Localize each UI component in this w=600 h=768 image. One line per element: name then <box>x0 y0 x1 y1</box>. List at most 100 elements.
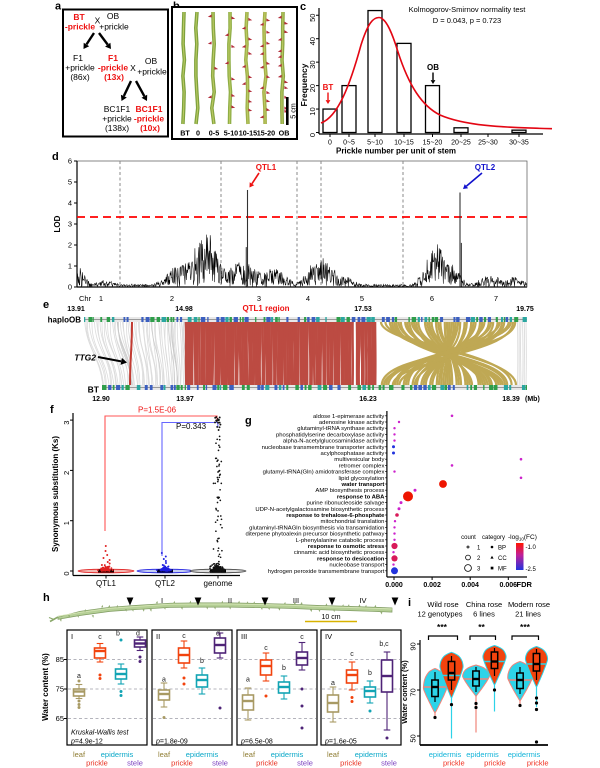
svg-text:AMP biosynthesis process: AMP biosynthesis process <box>315 488 384 494</box>
svg-text:13.97: 13.97 <box>176 396 194 403</box>
svg-text:Prickle number per unit of ste: Prickle number per unit of stem <box>336 147 456 156</box>
svg-text:2: 2 <box>68 241 72 250</box>
svg-text:30: 30 <box>308 60 317 68</box>
svg-text:P=0.343: P=0.343 <box>176 422 207 431</box>
svg-text:0: 0 <box>328 140 332 147</box>
svg-text:85: 85 <box>56 655 64 664</box>
svg-text:BT: BT <box>88 385 100 395</box>
svg-text:p=1.6e-05: p=1.6e-05 <box>324 739 357 746</box>
svg-text:5: 5 <box>360 294 364 303</box>
svg-text:+prickle: +prickle <box>65 63 95 73</box>
svg-text:19.75: 19.75 <box>516 306 534 313</box>
svg-text:QTL1 region: QTL1 region <box>242 304 289 313</box>
svg-text:c: c <box>98 634 102 641</box>
svg-text:nucleobase transmembrane trans: nucleobase transmembrane transporter act… <box>262 445 385 451</box>
svg-text:0.002: 0.002 <box>423 582 441 589</box>
svg-text:10-15: 10-15 <box>239 129 257 138</box>
svg-text:b: b <box>200 658 204 665</box>
svg-text:3: 3 <box>477 567 481 573</box>
svg-text:Chr: Chr <box>79 294 92 303</box>
svg-text:II: II <box>156 632 160 641</box>
svg-text:acylphosphatase activity: acylphosphatase activity <box>321 451 385 457</box>
svg-text:a: a <box>331 680 335 687</box>
svg-text:F1: F1 <box>108 53 118 63</box>
svg-text:b: b <box>282 665 286 672</box>
svg-text:alpha-N-acetylglucosaminidase: alpha-N-acetylglucosaminidase activity <box>283 439 385 445</box>
svg-text:d: d <box>136 631 140 638</box>
svg-text:+prickle: +prickle <box>99 22 129 32</box>
svg-text:i: i <box>408 597 411 609</box>
svg-text:90: 90 <box>409 642 418 650</box>
svg-text:1: 1 <box>477 546 481 552</box>
svg-text:QTL2: QTL2 <box>155 579 176 588</box>
svg-text:+prickle: +prickle <box>137 67 167 77</box>
svg-text:18.39: 18.39 <box>502 396 520 403</box>
svg-text:nucleobase transport: nucleobase transport <box>329 563 384 569</box>
svg-text:BT: BT <box>180 129 190 138</box>
svg-text:Frequency: Frequency <box>299 63 309 106</box>
svg-text:15~20: 15~20 <box>423 140 443 147</box>
svg-text:b,c: b,c <box>379 641 389 648</box>
svg-text:2: 2 <box>62 471 71 475</box>
svg-text:leaf: leaf <box>243 750 256 759</box>
svg-text:a: a <box>55 1 62 13</box>
svg-text:0-5: 0-5 <box>209 129 219 138</box>
svg-text:20: 20 <box>308 84 317 92</box>
svg-text:stele: stele <box>381 759 397 768</box>
svg-text:50: 50 <box>308 14 317 22</box>
svg-text:b: b <box>368 670 372 677</box>
svg-text:0.006: 0.006 <box>500 582 518 589</box>
svg-text:leaf: leaf <box>158 750 171 759</box>
svg-text:prickle: prickle <box>340 759 362 768</box>
svg-text:Water content (%): Water content (%) <box>41 653 50 721</box>
svg-text:haploOB: haploOB <box>48 316 82 325</box>
svg-text:a: a <box>77 673 81 680</box>
svg-text:stele: stele <box>212 759 228 768</box>
svg-text:d: d <box>216 631 220 638</box>
svg-text:0: 0 <box>62 571 71 575</box>
svg-text:5~10: 5~10 <box>367 140 383 147</box>
svg-text:response to osmotic stress: response to osmotic stress <box>308 544 385 550</box>
svg-text:QTL1: QTL1 <box>96 579 117 588</box>
svg-text:c: c <box>300 1 306 13</box>
svg-text:0: 0 <box>68 283 72 292</box>
svg-text:BP: BP <box>498 546 506 552</box>
svg-text:stele: stele <box>297 759 313 768</box>
svg-text:leaf: leaf <box>73 750 86 759</box>
svg-text:3: 3 <box>257 294 261 303</box>
svg-text:II: II <box>228 596 232 605</box>
svg-text:(138x): (138x) <box>105 123 129 133</box>
svg-text:1: 1 <box>68 262 72 271</box>
svg-text:12 genotypes: 12 genotypes <box>417 610 462 619</box>
svg-text:13.91: 13.91 <box>67 306 85 313</box>
svg-text:12.90: 12.90 <box>92 396 110 403</box>
svg-text:30~35: 30~35 <box>509 140 529 147</box>
svg-text:LOD: LOD <box>53 215 62 232</box>
svg-text:L-phenylalanine catabolic proc: L-phenylalanine catabolic process <box>296 538 385 544</box>
svg-text:(Mb): (Mb) <box>525 396 540 403</box>
svg-text:70: 70 <box>409 688 418 696</box>
svg-text:F1: F1 <box>73 53 83 63</box>
svg-text:OB: OB <box>107 11 120 21</box>
svg-text:(13x): (13x) <box>104 72 124 82</box>
svg-text:lipid glycosylation: lipid glycosylation <box>339 476 385 482</box>
svg-text:6 lines: 6 lines <box>473 610 495 619</box>
svg-text:prickle: prickle <box>484 759 506 768</box>
svg-text:Modern rose: Modern rose <box>508 600 550 609</box>
svg-text:40: 40 <box>308 37 317 45</box>
svg-text:15-20: 15-20 <box>257 129 275 138</box>
svg-text:glutamyl-tRNA(Gln) amidotransf: glutamyl-tRNA(Gln) amidotransferase comp… <box>263 470 385 476</box>
svg-text:aldose 1-epimerase activity: aldose 1-epimerase activity <box>313 414 384 420</box>
svg-text:6: 6 <box>430 294 434 303</box>
svg-text:-2.5: -2.5 <box>526 567 537 573</box>
svg-text:prickle: prickle <box>443 759 465 768</box>
svg-text:c: c <box>182 633 186 640</box>
svg-text:epidermis: epidermis <box>271 750 304 759</box>
svg-text:16.23: 16.23 <box>359 396 377 403</box>
svg-text:d: d <box>52 151 59 163</box>
svg-text:BC1F1: BC1F1 <box>136 104 163 114</box>
svg-text:Synonymous substitution (Ks): Synonymous substitution (Ks) <box>51 436 60 552</box>
svg-text:5 cm: 5 cm <box>289 103 298 119</box>
svg-text:g: g <box>245 415 252 427</box>
svg-text:c: c <box>300 634 304 641</box>
